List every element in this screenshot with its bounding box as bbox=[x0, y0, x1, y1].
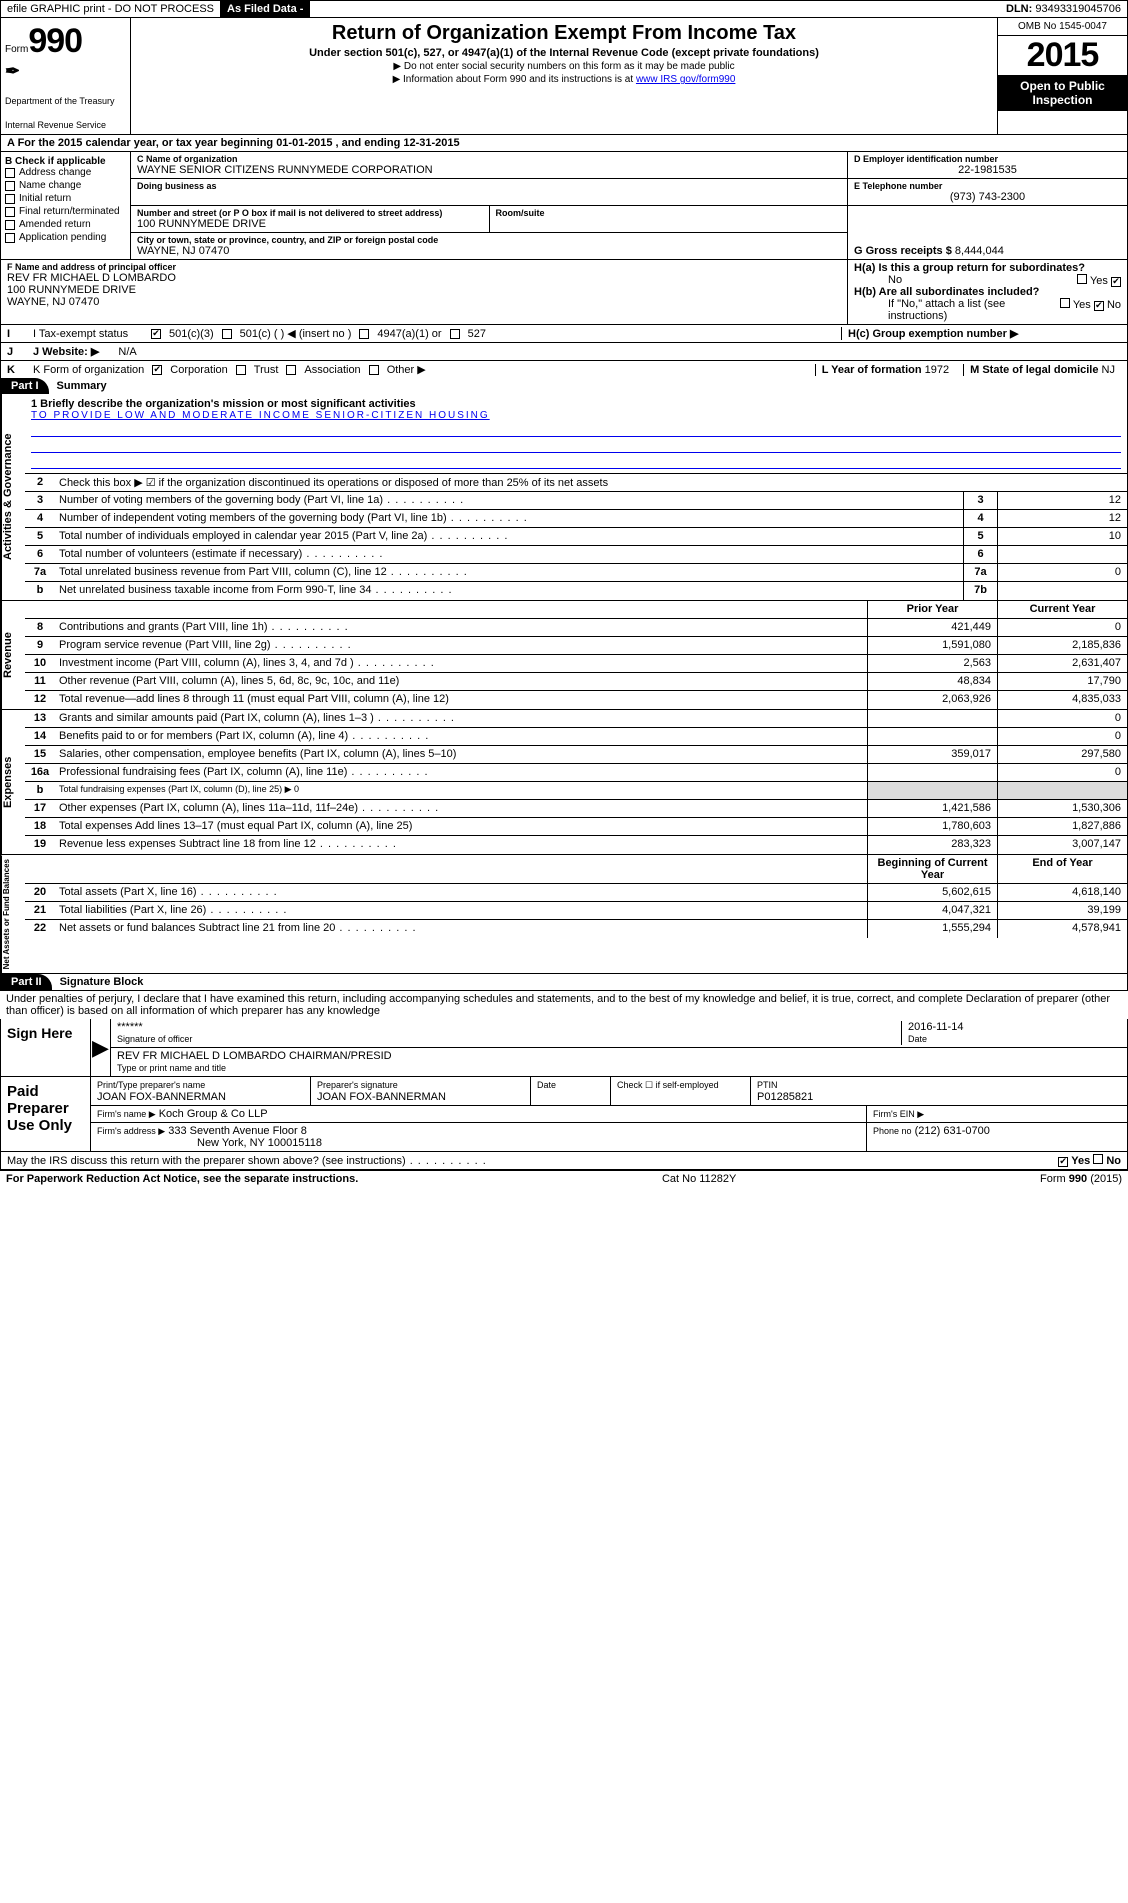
ein: 22-1981535 bbox=[854, 164, 1121, 176]
phone: (973) 743-2300 bbox=[854, 191, 1121, 203]
cb-501c3[interactable]: ✔ bbox=[151, 329, 161, 339]
discuss-row: May the IRS discuss this return with the… bbox=[0, 1152, 1128, 1170]
ha-yes[interactable] bbox=[1077, 274, 1087, 284]
header-right: OMB No 1545-0047 2015 Open to PublicInsp… bbox=[997, 18, 1127, 134]
org-city: WAYNE, NJ 07470 bbox=[137, 245, 841, 257]
swoosh-icon: ✒ bbox=[5, 61, 126, 82]
row-j: JJ Website: ▶ N/A bbox=[1, 343, 1127, 361]
ha-no[interactable]: ✔ bbox=[1111, 277, 1121, 287]
gov-section: Activities & Governance 1 Briefly descri… bbox=[1, 394, 1127, 601]
form-main: Form 990 ✒ Department of the Treasury In… bbox=[0, 18, 1128, 991]
hb-no[interactable]: ✔ bbox=[1094, 301, 1104, 311]
gross-receipts: 8,444,044 bbox=[955, 245, 1004, 257]
col-right: D Employer identification number22-19815… bbox=[847, 152, 1127, 259]
cb-assoc[interactable] bbox=[286, 365, 296, 375]
firm-name: Koch Group & Co LLP bbox=[159, 1108, 268, 1120]
cb-corp[interactable]: ✔ bbox=[152, 365, 162, 375]
form-label: Form bbox=[5, 44, 28, 55]
sig-block: Sign Here ▶ ******Signature of officer 2… bbox=[0, 1019, 1128, 1152]
discuss-no[interactable] bbox=[1093, 1154, 1103, 1164]
entity-block: B Check if applicable Address change Nam… bbox=[1, 152, 1127, 260]
year-formed: 1972 bbox=[925, 364, 949, 376]
cb-name[interactable] bbox=[5, 181, 15, 191]
row-i: II Tax-exempt status ✔501(c)(3) 501(c) (… bbox=[1, 325, 1127, 343]
header-mid: Return of Organization Exempt From Incom… bbox=[131, 18, 997, 134]
omb: OMB No 1545-0047 bbox=[998, 18, 1127, 36]
footer: For Paperwork Reduction Act Notice, see … bbox=[0, 1170, 1128, 1187]
officer-sig-name: REV FR MICHAEL D LOMBARDO CHAIRMAN/PRESI… bbox=[117, 1050, 392, 1062]
cb-527[interactable] bbox=[450, 329, 460, 339]
row-a: A For the 2015 calendar year, or tax yea… bbox=[1, 135, 1127, 152]
dept-label: Department of the Treasury bbox=[5, 96, 126, 106]
cb-trust[interactable] bbox=[236, 365, 246, 375]
cat-no: Cat No 11282Y bbox=[662, 1173, 736, 1185]
cb-initial[interactable] bbox=[5, 194, 15, 204]
f-cell: F Name and address of principal officer … bbox=[1, 260, 847, 324]
dln: DLN: 93493319045706 bbox=[1000, 1, 1127, 17]
org-addr: 100 RUNNYMEDE DRIVE bbox=[137, 218, 483, 230]
arrow-2: ▶ Information about Form 990 and its ins… bbox=[139, 74, 989, 85]
prep-phone: (212) 631-0700 bbox=[915, 1125, 990, 1137]
sign-date: 2016-11-14 bbox=[908, 1021, 963, 1033]
col-b: B Check if applicable Address change Nam… bbox=[1, 152, 131, 259]
filed-label: As Filed Data - bbox=[221, 1, 310, 17]
h-cell: H(a) Is this a group return for subordin… bbox=[847, 260, 1127, 324]
top-bar: efile GRAPHIC print - DO NOT PROCESS As … bbox=[0, 0, 1128, 18]
cb-501c[interactable] bbox=[222, 329, 232, 339]
header-left: Form 990 ✒ Department of the Treasury In… bbox=[1, 18, 131, 134]
officer-name: REV FR MICHAEL D LOMBARDO bbox=[7, 272, 841, 284]
val-7a: 0 bbox=[997, 564, 1127, 581]
part2-bar: Part II Signature Block bbox=[1, 973, 1127, 990]
form-number: 990 bbox=[28, 22, 82, 61]
tax-year: 2015 bbox=[998, 36, 1127, 75]
exp-section: Expenses 13Grants and similar amounts pa… bbox=[1, 710, 1127, 855]
arrow-icon: ▶ bbox=[91, 1019, 111, 1076]
cb-amended[interactable] bbox=[5, 220, 15, 230]
perjury: Under penalties of perjury, I declare th… bbox=[0, 991, 1128, 1019]
b-label: B Check if applicable bbox=[5, 156, 106, 167]
org-name: WAYNE SENIOR CITIZENS RUNNYMEDE CORPORAT… bbox=[137, 164, 841, 176]
inspect: Open to PublicInspection bbox=[998, 75, 1127, 111]
discuss-yes[interactable]: ✔ bbox=[1058, 1157, 1068, 1167]
efile-label: efile GRAPHIC print - DO NOT PROCESS bbox=[1, 1, 221, 17]
na-section: Net Assets or Fund Balances Beginning of… bbox=[1, 855, 1127, 973]
form-subtitle: Under section 501(c), 527, or 4947(a)(1)… bbox=[139, 47, 989, 59]
mission-text: TO PROVIDE LOW AND MODERATE INCOME SENIO… bbox=[31, 410, 1121, 421]
cb-4947[interactable] bbox=[359, 329, 369, 339]
irs-label: Internal Revenue Service bbox=[5, 120, 126, 130]
pra: For Paperwork Reduction Act Notice, see … bbox=[6, 1173, 358, 1185]
cb-other[interactable] bbox=[369, 365, 379, 375]
val-3: 12 bbox=[997, 492, 1127, 509]
sign-here: Sign Here bbox=[1, 1019, 91, 1076]
val-6 bbox=[997, 546, 1127, 563]
hb-yes[interactable] bbox=[1060, 298, 1070, 308]
form-header: Form 990 ✒ Department of the Treasury In… bbox=[1, 18, 1127, 135]
cb-final[interactable] bbox=[5, 207, 15, 217]
preparer-name: JOAN FOX-BANNERMAN bbox=[97, 1091, 226, 1103]
cb-addr[interactable] bbox=[5, 168, 15, 178]
cb-pending[interactable] bbox=[5, 233, 15, 243]
val-4: 12 bbox=[997, 510, 1127, 527]
col-mid: C Name of organizationWAYNE SENIOR CITIZ… bbox=[131, 152, 847, 259]
val-7b bbox=[997, 582, 1127, 600]
rev-section: Revenue Prior YearCurrent Year 8Contribu… bbox=[1, 601, 1127, 710]
domicile: NJ bbox=[1102, 364, 1115, 376]
website: N/A bbox=[118, 346, 136, 358]
fh-row: F Name and address of principal officer … bbox=[1, 260, 1127, 325]
form-title: Return of Organization Exempt From Incom… bbox=[139, 22, 989, 45]
row-k: KK Form of organization ✔Corporation Tru… bbox=[1, 361, 1127, 378]
ptin: P01285821 bbox=[757, 1091, 813, 1103]
form-ref: Form 990 (2015) bbox=[1040, 1173, 1122, 1185]
irs-link[interactable]: www IRS gov/form990 bbox=[636, 74, 735, 85]
part1-bar: Part I Summary bbox=[1, 378, 1127, 394]
val-5: 10 bbox=[997, 528, 1127, 545]
mission: 1 Briefly describe the organization's mi… bbox=[25, 394, 1127, 474]
paid-preparer: Paid Preparer Use Only bbox=[1, 1077, 91, 1151]
arrow-1: ▶ Do not enter social security numbers o… bbox=[139, 61, 989, 72]
